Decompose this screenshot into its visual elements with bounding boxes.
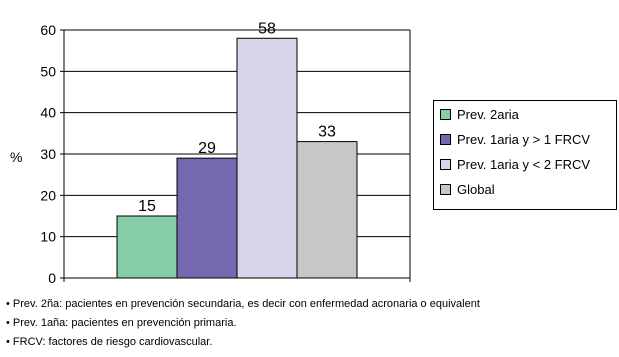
y-tick-label: 20 bbox=[40, 187, 56, 203]
y-tick-label: 30 bbox=[40, 146, 56, 162]
legend: Prev. 2aria Prev. 1aria y > 1 FRCV Prev. 1… bbox=[433, 100, 617, 210]
data-labels: 15 29 58 33 bbox=[138, 20, 336, 215]
bar bbox=[176, 157, 238, 279]
legend-swatch bbox=[440, 159, 451, 171]
data-label: 33 bbox=[318, 124, 336, 141]
data-label: 15 bbox=[138, 198, 156, 215]
legend-item: Prev. 1aria y < 2 FRCV bbox=[440, 157, 590, 172]
footnote-1: • Prev. 2ña: pacientes en prevención sec… bbox=[6, 298, 480, 310]
bar bbox=[296, 141, 358, 279]
y-tick-labels: 0 10 20 30 40 50 60 bbox=[40, 22, 56, 286]
y-tick-label: 10 bbox=[40, 229, 56, 245]
bar-chart: 0 10 20 30 40 50 60 15 29 58 33 % bbox=[10, 20, 411, 286]
legend-item: Prev. 1aria y > 1 FRCV bbox=[440, 132, 590, 147]
y-tick-label: 60 bbox=[40, 22, 56, 38]
footnote-3: • FRCV: factores de riesgo cardiovascula… bbox=[6, 336, 213, 348]
legend-label: Global bbox=[457, 182, 495, 197]
legend-item: Prev. 2aria bbox=[440, 107, 519, 122]
legend-swatch bbox=[440, 109, 451, 121]
legend-label: Prev. 2aria bbox=[457, 107, 519, 122]
y-tick-label: 40 bbox=[40, 105, 56, 121]
axes bbox=[60, 29, 411, 282]
bar bbox=[236, 37, 298, 279]
bars bbox=[116, 37, 358, 279]
y-axis-label: % bbox=[10, 149, 22, 165]
legend-item: Global bbox=[440, 182, 495, 197]
legend-label: Prev. 1aria y < 2 FRCV bbox=[457, 157, 591, 172]
legend-label: Prev. 1aria y > 1 FRCV bbox=[457, 132, 591, 147]
legend-swatch bbox=[440, 134, 451, 146]
y-tick-label: 0 bbox=[48, 270, 56, 286]
data-label: 29 bbox=[198, 140, 216, 157]
y-tick-label: 50 bbox=[40, 63, 56, 79]
data-label: 58 bbox=[258, 20, 276, 37]
footnote-2: • Prev. 1aña: pacientes en prevención pr… bbox=[6, 317, 237, 329]
legend-swatch bbox=[440, 184, 451, 196]
bar bbox=[116, 215, 178, 279]
